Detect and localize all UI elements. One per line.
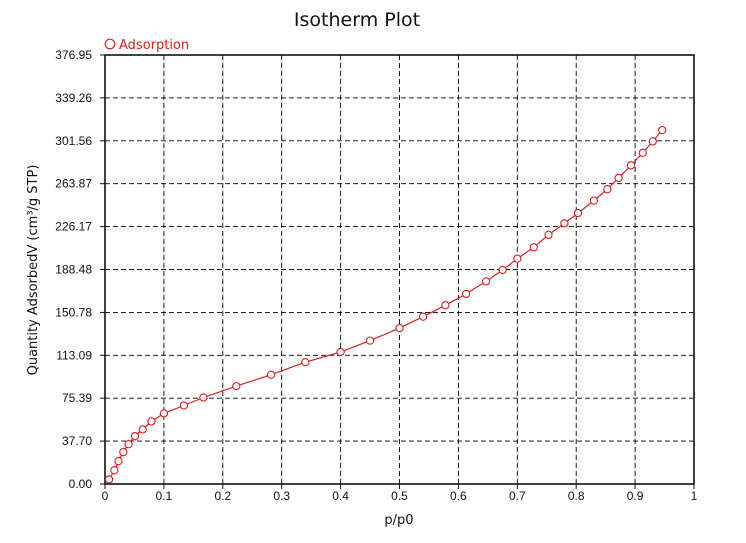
y-tick-label: 263.87 bbox=[55, 177, 92, 191]
data-point bbox=[336, 347, 345, 357]
data-point bbox=[614, 173, 623, 183]
data-point bbox=[395, 323, 404, 333]
data-point bbox=[658, 125, 667, 135]
data-point bbox=[104, 475, 114, 484]
data-point bbox=[441, 301, 450, 310]
data-point bbox=[179, 401, 189, 410]
data-point bbox=[529, 243, 538, 252]
data-point bbox=[232, 381, 241, 391]
grid bbox=[105, 55, 694, 484]
data-point bbox=[110, 466, 119, 475]
data-point bbox=[147, 417, 156, 426]
data-point bbox=[498, 265, 507, 275]
x-axis-label: p/p0 bbox=[384, 513, 413, 528]
data-point bbox=[114, 457, 123, 466]
x-tick-label: 0.2 bbox=[214, 489, 231, 503]
x-axis-ticks: 0 0.1 0.2 0.3 0.4 0.5 0.6 0.7 0.8 0.9 1 bbox=[102, 484, 698, 503]
legend-label: Adsorption bbox=[119, 38, 189, 53]
x-tick-label: 0.8 bbox=[568, 489, 585, 503]
y-tick-label: 37.70 bbox=[62, 434, 92, 448]
data-point bbox=[119, 447, 128, 457]
y-tick-label: 75.39 bbox=[62, 391, 92, 405]
x-tick-label: 1 bbox=[691, 489, 698, 503]
y-tick-label: 376.95 bbox=[55, 48, 92, 62]
x-tick-label: 0 bbox=[102, 489, 109, 503]
data-point bbox=[560, 219, 569, 228]
data-point bbox=[130, 432, 140, 441]
data-point bbox=[365, 336, 375, 345]
legend-marker-icon bbox=[104, 38, 116, 50]
data-point bbox=[638, 148, 647, 157]
y-axis-ticks: 0.00 37.70 75.39 113.09 150.78 188.48 226.17 26… bbox=[55, 48, 105, 491]
data-point bbox=[138, 425, 147, 434]
data-point bbox=[199, 393, 208, 402]
x-tick-label: 0.5 bbox=[391, 489, 408, 503]
x-tick-label: 0.9 bbox=[627, 489, 644, 503]
data-point bbox=[573, 208, 583, 218]
data-point bbox=[589, 196, 599, 205]
y-tick-label: 301.56 bbox=[55, 134, 92, 148]
data-point bbox=[513, 254, 522, 263]
y-axis-label: Quantity AdsorbedV (cm³/g STP) bbox=[26, 165, 41, 376]
data-point bbox=[301, 358, 310, 367]
x-tick-label: 0.3 bbox=[273, 489, 290, 503]
adsorption-series bbox=[104, 125, 667, 484]
data-point bbox=[544, 230, 553, 239]
x-tick-label: 0.7 bbox=[509, 489, 526, 503]
x-tick-label: 0.1 bbox=[156, 489, 173, 503]
data-point bbox=[626, 161, 636, 170]
data-point bbox=[159, 409, 169, 418]
y-tick-label: 188.48 bbox=[55, 262, 92, 276]
chart-title: Isotherm Plot bbox=[294, 9, 420, 31]
x-tick-label: 0.4 bbox=[332, 489, 349, 503]
data-point bbox=[266, 370, 276, 379]
data-point bbox=[461, 289, 471, 299]
y-tick-label: 150.78 bbox=[55, 305, 92, 319]
series-line bbox=[108, 129, 663, 480]
y-tick-label: 0.00 bbox=[69, 477, 93, 491]
data-point bbox=[418, 312, 428, 321]
data-point bbox=[481, 277, 491, 286]
legend: Adsorption bbox=[104, 38, 189, 53]
data-point bbox=[124, 440, 133, 449]
y-tick-label: 226.17 bbox=[55, 220, 92, 234]
y-tick-label: 339.26 bbox=[55, 91, 92, 105]
x-tick-label: 0.6 bbox=[450, 489, 467, 503]
data-point bbox=[603, 185, 612, 194]
y-tick-label: 113.09 bbox=[56, 348, 92, 362]
data-point bbox=[648, 137, 657, 146]
